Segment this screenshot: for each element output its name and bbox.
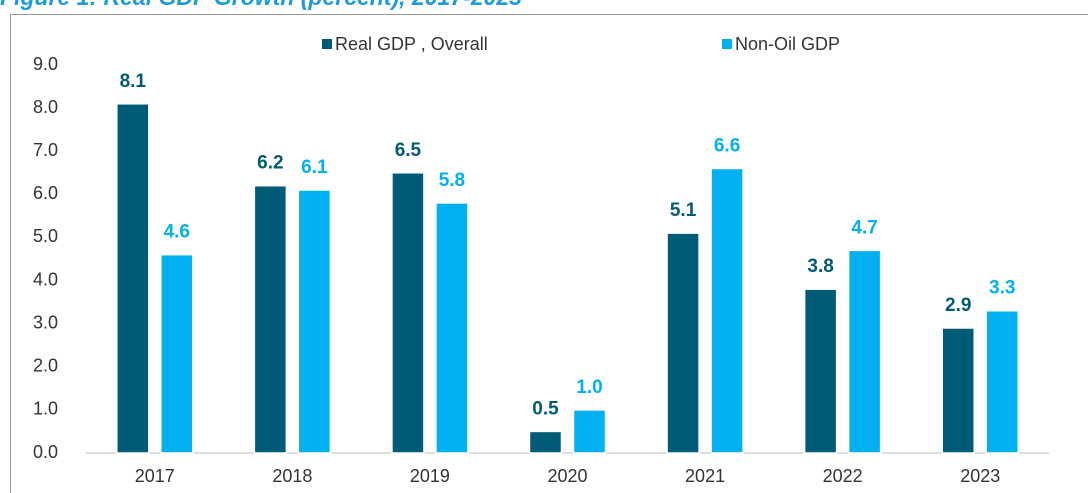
value-label: 2.9: [945, 295, 971, 316]
value-label: 0.5: [532, 398, 559, 419]
bar: [985, 309, 1019, 454]
value-label: 6.2: [257, 153, 283, 174]
value-label: 5.8: [439, 170, 465, 191]
bar: [253, 184, 288, 454]
legend-swatch: [722, 39, 732, 49]
x-tick-label: 2017: [135, 466, 175, 486]
bar: [435, 202, 469, 454]
bar: [297, 189, 332, 454]
bar: [116, 103, 150, 454]
bar: [847, 249, 882, 454]
bar: [528, 430, 563, 454]
value-label: 1.0: [576, 377, 602, 398]
y-tick-label: 9.0: [33, 54, 58, 74]
value-label: 4.6: [164, 222, 190, 243]
y-tick-label: 0.0: [33, 442, 58, 462]
y-tick-label: 7.0: [33, 140, 58, 160]
bar: [666, 232, 700, 454]
x-tick-label: 2021: [685, 466, 725, 486]
x-tick-label: 2022: [823, 466, 863, 486]
y-tick-label: 2.0: [33, 356, 58, 376]
y-tick-label: 3.0: [33, 312, 58, 332]
bar: [572, 409, 607, 454]
value-label: 8.1: [120, 71, 147, 92]
x-tick-label: 2020: [547, 466, 587, 486]
bar: [710, 167, 744, 454]
bar: [941, 327, 975, 454]
value-label: 6.1: [301, 157, 328, 178]
x-tick-label: 2019: [410, 466, 450, 486]
y-tick-label: 8.0: [33, 97, 58, 117]
value-label: 6.6: [714, 135, 740, 156]
chart-frame: [10, 14, 1088, 493]
bar: [391, 172, 425, 454]
bar: [160, 253, 194, 454]
value-label: 3.8: [807, 256, 833, 277]
y-tick-label: 5.0: [33, 226, 58, 246]
legend-label: Non-Oil GDP: [735, 34, 840, 54]
value-label: 6.5: [395, 140, 422, 161]
value-label: 4.7: [851, 217, 877, 238]
y-tick-label: 4.0: [33, 269, 58, 289]
x-tick-label: 2023: [960, 466, 1000, 486]
legend-swatch: [322, 39, 332, 49]
chart-title: Figure 1: Real GDP Growth (percent), 201…: [0, 0, 522, 10]
x-tick-label: 2018: [272, 466, 312, 486]
y-tick-label: 1.0: [33, 399, 58, 419]
value-label: 3.3: [989, 278, 1015, 299]
legend-label: Real GDP , Overall: [335, 34, 488, 54]
bar: [803, 288, 838, 454]
value-label: 5.1: [670, 200, 697, 221]
y-tick-label: 6.0: [33, 183, 58, 203]
